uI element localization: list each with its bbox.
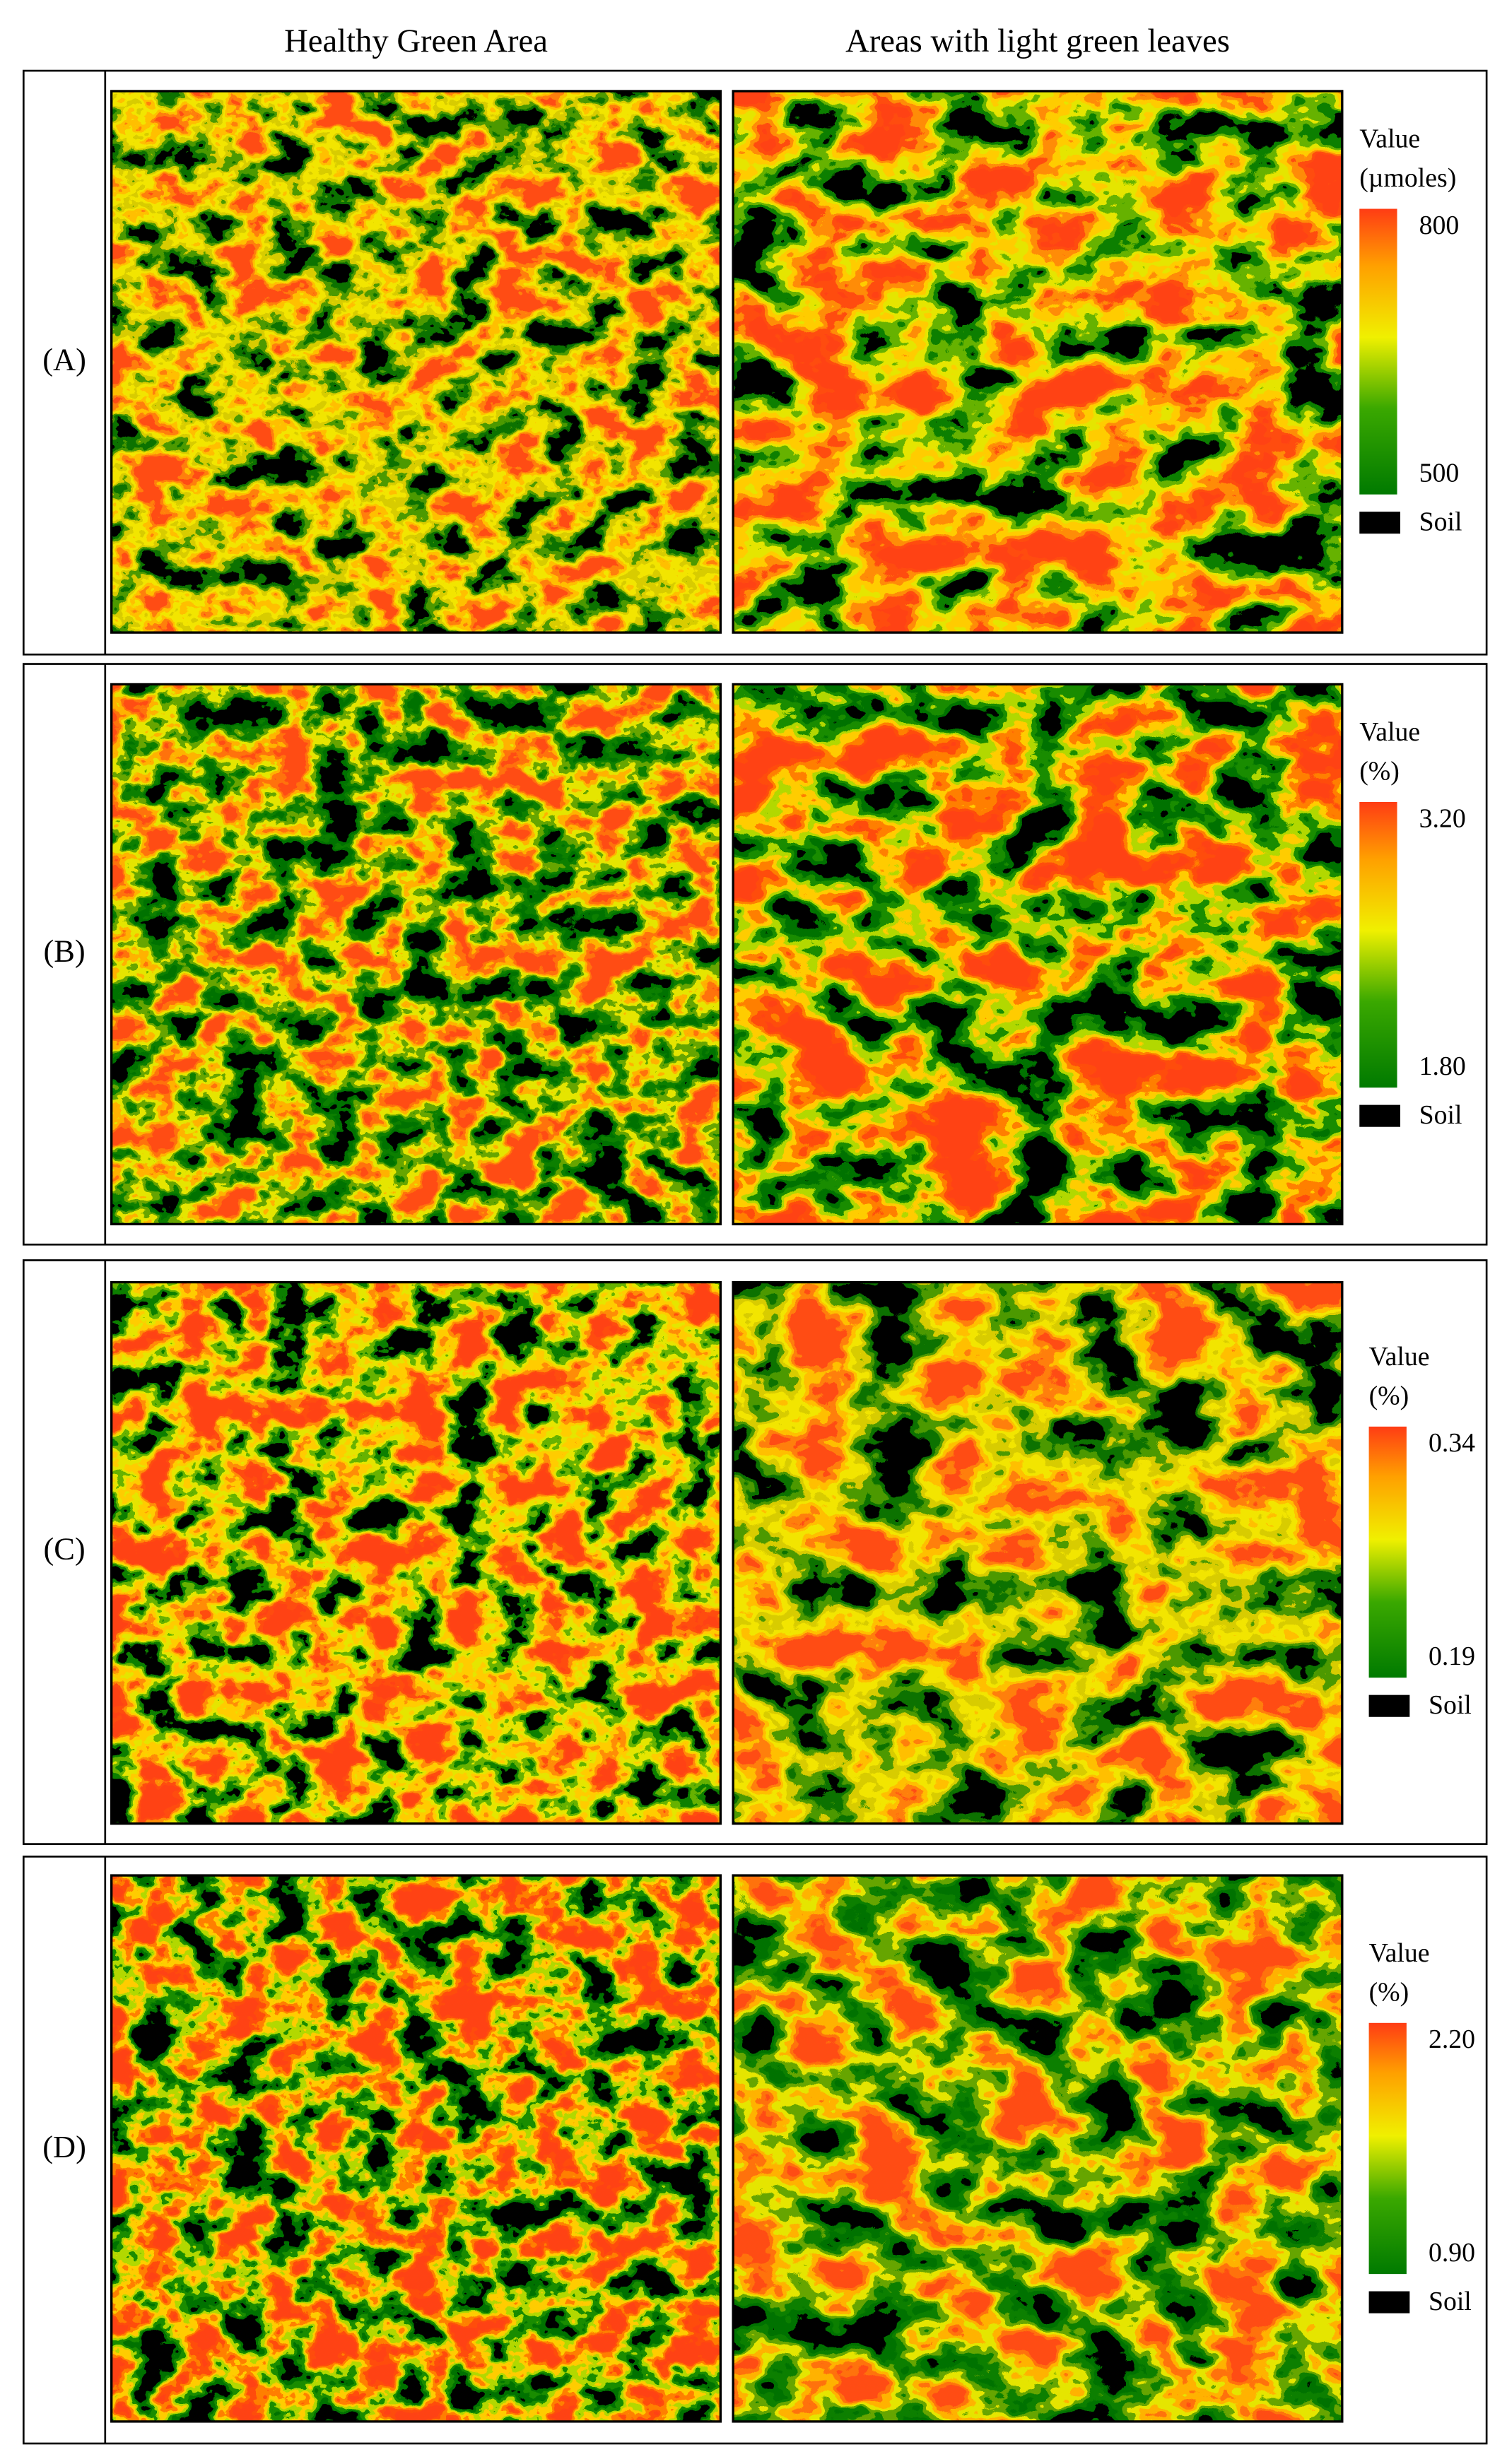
legend-min: 0.90 (1429, 2238, 1475, 2268)
legend-unit: (%) (1369, 1381, 1409, 1411)
soil-swatch (1368, 2291, 1410, 2313)
map-panel (733, 1875, 1342, 2422)
map-frame (110, 90, 722, 634)
legend-title: Value (1359, 717, 1420, 747)
row-frame (22, 663, 1488, 1246)
map-panel (733, 1282, 1342, 1824)
row-frame (22, 1856, 1488, 2445)
legend-soil: Soil (1419, 1100, 1462, 1130)
map-panel (111, 1282, 721, 1824)
legend-title: Value (1369, 1342, 1430, 1372)
legend-max: 3.20 (1419, 803, 1466, 833)
map-frame (110, 683, 722, 1226)
legend-unit: (%) (1369, 1977, 1409, 2007)
legend-title: Value (1359, 124, 1420, 154)
soil-swatch (1368, 1694, 1410, 1717)
legend-soil: Soil (1419, 507, 1462, 537)
map-frame (732, 90, 1344, 634)
legend-unit: (µmoles) (1359, 163, 1456, 193)
legend-min: 0.19 (1429, 1641, 1475, 1671)
map-panel (733, 684, 1342, 1225)
column-header: Areas with light green leaves (845, 23, 1230, 59)
colorbar (1368, 2022, 1407, 2275)
map-panel (111, 90, 721, 633)
map-frame (732, 1874, 1344, 2423)
legend-min: 500 (1419, 459, 1460, 488)
soil-swatch (1359, 512, 1400, 534)
map-panel (733, 90, 1342, 633)
map-frame (732, 1280, 1344, 1825)
row-label: (D) (42, 2129, 86, 2164)
map-frame (110, 1280, 722, 1825)
column-header: Healthy Green Area (284, 23, 548, 59)
row-label: (C) (43, 1531, 85, 1567)
colorbar (1368, 1426, 1407, 1678)
legend-soil: Soil (1429, 1690, 1472, 1720)
legend-max: 2.20 (1429, 2024, 1475, 2054)
legend-unit: (%) (1359, 757, 1400, 786)
map-panel (111, 1875, 721, 2422)
legend-max: 800 (1419, 211, 1460, 240)
colorbar (1359, 801, 1397, 1088)
row-frame (22, 69, 1488, 656)
map-frame (110, 1874, 722, 2423)
colorbar (1359, 208, 1397, 495)
row-label: (A) (42, 341, 86, 377)
soil-swatch (1359, 1104, 1400, 1127)
map-frame (732, 683, 1344, 1226)
row-frame (22, 1259, 1488, 1845)
map-panel (111, 684, 721, 1225)
legend-title: Value (1369, 1938, 1430, 1968)
legend-max: 0.34 (1429, 1428, 1475, 1458)
legend-soil: Soil (1429, 2287, 1472, 2316)
legend-min: 1.80 (1419, 1051, 1466, 1081)
row-label: (B) (43, 933, 85, 969)
